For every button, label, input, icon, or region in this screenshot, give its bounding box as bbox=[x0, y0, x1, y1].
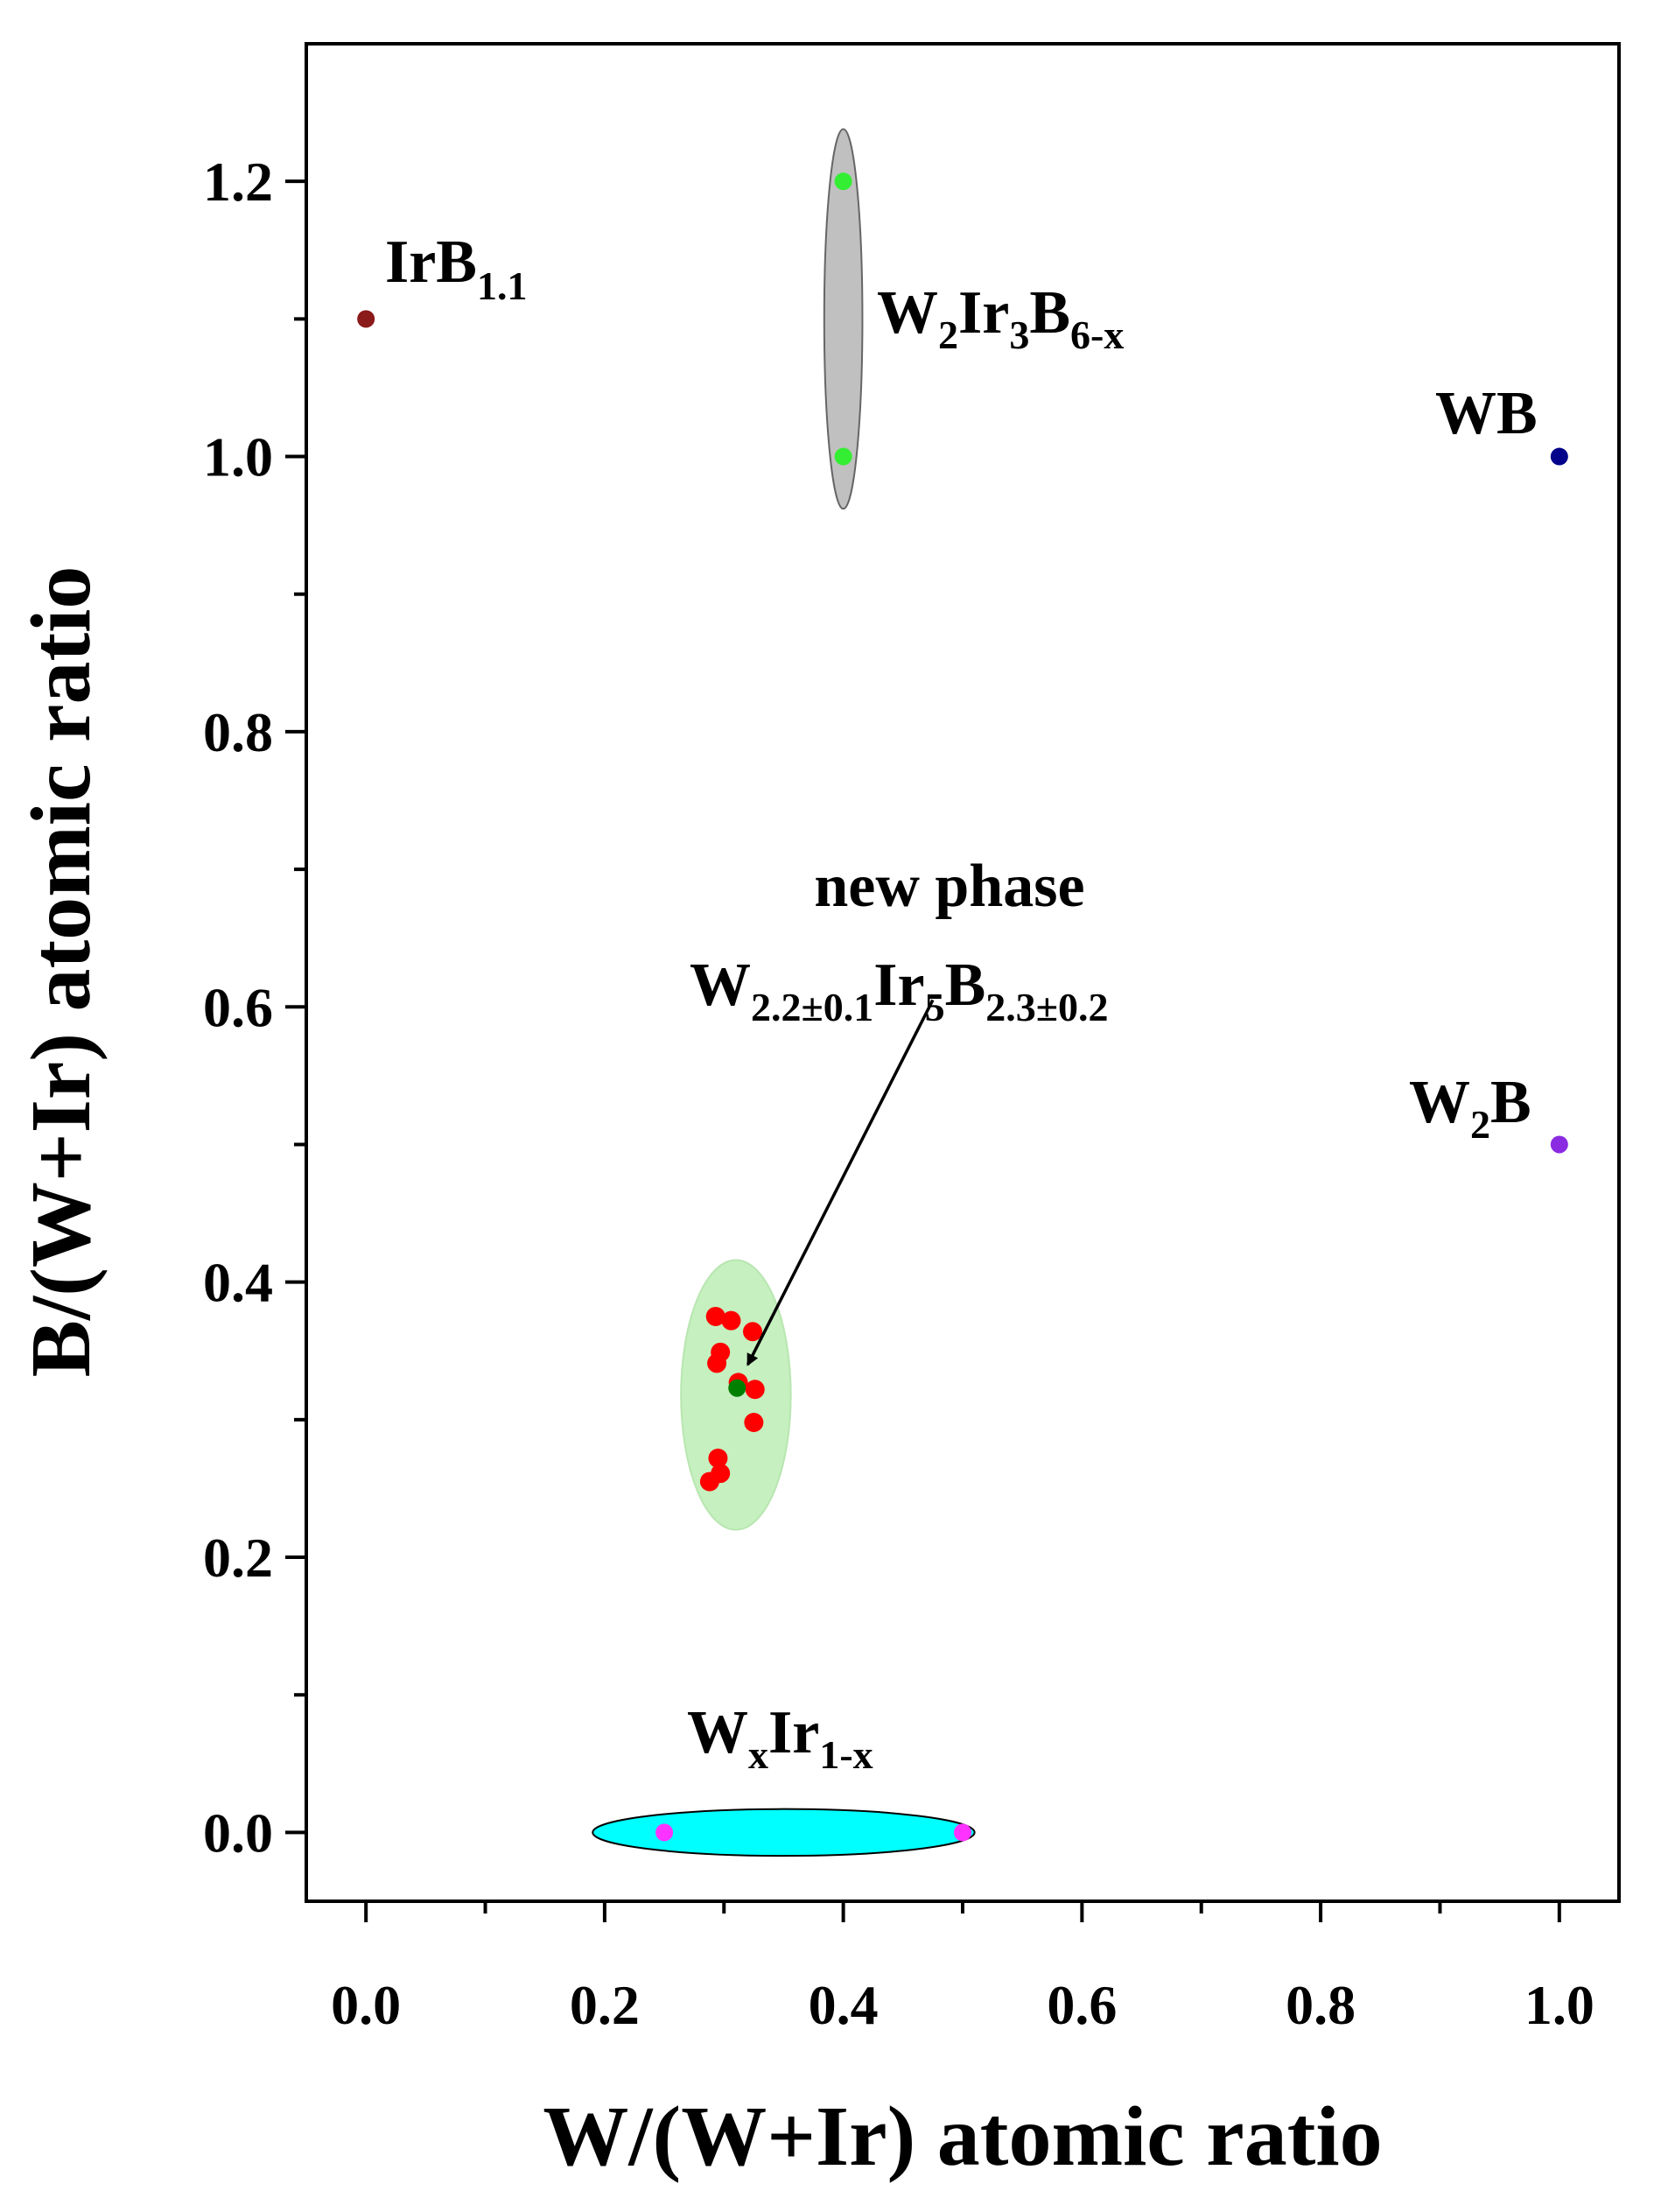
label-wxir1x: WxIr1-x bbox=[687, 1699, 873, 1777]
label-w2ir3b6x-ir: Ir bbox=[958, 279, 1009, 347]
label-w2ir3b6x-sub-b: 6-x bbox=[1070, 312, 1124, 357]
point-measured-compositions bbox=[721, 1310, 741, 1331]
points-layer bbox=[357, 172, 1568, 1842]
y-tick-label: 1.2 bbox=[203, 151, 273, 213]
point-wb bbox=[1550, 447, 1568, 466]
point-measured-compositions bbox=[707, 1353, 727, 1373]
label-w2ir3b6x-sub-w: 2 bbox=[938, 312, 958, 357]
formula-b: B bbox=[945, 952, 986, 1019]
formula-sub-b: 2.3±0.2 bbox=[985, 985, 1108, 1029]
x-tick-label: 0.8 bbox=[1286, 1974, 1356, 2036]
label-irb-main: IrB bbox=[385, 228, 477, 296]
label-w2b: W2B bbox=[1409, 1069, 1531, 1147]
x-tick-label: 0.4 bbox=[809, 1974, 879, 2036]
y-tick-label: 1.0 bbox=[203, 426, 273, 488]
label-wb: WB bbox=[1435, 380, 1538, 447]
label-w2ir3b6x-sub-ir: 3 bbox=[1009, 312, 1029, 357]
x-tick-label: 0.2 bbox=[570, 1974, 640, 2036]
tick-layer: 0.0 0.2 0.4 0.6 0.8 1.0 0.0 0.2 0.4 0.6 0.8 1.0 1.2 bbox=[203, 151, 1594, 2036]
label-w2ir3b6x: W2Ir3B6-x bbox=[877, 279, 1124, 357]
label-w2b-b: B bbox=[1490, 1069, 1531, 1136]
x-tick-label: 1.0 bbox=[1524, 1974, 1594, 2036]
x-axis-title: W/(W+Ir) atomic ratio bbox=[543, 2089, 1382, 2184]
label-w2ir3b6x-b: B bbox=[1029, 279, 1070, 347]
x-tick-label: 0.6 bbox=[1047, 1974, 1117, 2036]
label-new-phase-formula: W2.2±0.1Ir5B2.3±0.2 bbox=[690, 952, 1109, 1029]
point-wxir1-x bbox=[655, 1823, 674, 1842]
label-new-phase: new phase bbox=[814, 853, 1084, 920]
y-tick-label: 0.2 bbox=[203, 1527, 273, 1589]
region-wxir1-x-region bbox=[592, 1808, 976, 1857]
point-measured-compositions bbox=[705, 1306, 725, 1326]
point-measured-compositions bbox=[744, 1412, 764, 1432]
formula-sub-ir: 5 bbox=[925, 985, 945, 1029]
y-tick-label: 0.4 bbox=[203, 1252, 273, 1314]
point-irb1-1 bbox=[357, 310, 375, 328]
point-w2b bbox=[1550, 1135, 1568, 1154]
label-irb: IrB1.1 bbox=[385, 228, 528, 308]
x-tick-label: 0.0 bbox=[331, 1974, 401, 2036]
y-tick-label: 0.6 bbox=[203, 976, 273, 1038]
label-wxir1x-sub-ir: 1-x bbox=[819, 1732, 873, 1777]
y-tick-label: 0.8 bbox=[203, 701, 273, 763]
label-wxir1x-ir: Ir bbox=[768, 1699, 819, 1766]
annotation-arrow bbox=[746, 999, 935, 1366]
label-wxir1x-w: W bbox=[687, 1699, 748, 1766]
label-w2b-sub: 2 bbox=[1470, 1102, 1490, 1147]
point-measured-compositions bbox=[743, 1322, 762, 1342]
point-w2ir3b6-x bbox=[834, 172, 852, 191]
point-w2ir3b6-x bbox=[834, 447, 852, 466]
point-new-phase-average bbox=[728, 1379, 746, 1397]
point-measured-compositions bbox=[699, 1471, 719, 1492]
point-measured-compositions bbox=[708, 1448, 728, 1468]
formula-ir: Ir bbox=[873, 952, 924, 1019]
label-wxir1x-sub-w: x bbox=[748, 1732, 768, 1777]
formula-sub-w: 2.2±0.1 bbox=[751, 985, 873, 1029]
label-irb-sub: 1.1 bbox=[477, 263, 528, 308]
point-measured-compositions bbox=[745, 1380, 765, 1400]
label-w2b-w: W bbox=[1409, 1069, 1470, 1136]
y-tick-label: 0.0 bbox=[203, 1801, 273, 1864]
formula-w: W bbox=[690, 952, 751, 1019]
label-w2ir3b6x-w: W bbox=[877, 279, 938, 347]
region-w2ir3b6-x-region bbox=[823, 128, 864, 510]
y-axis-title: B/(W+Ir) atomic ratio bbox=[14, 566, 109, 1378]
point-wxir1-x bbox=[954, 1823, 971, 1842]
